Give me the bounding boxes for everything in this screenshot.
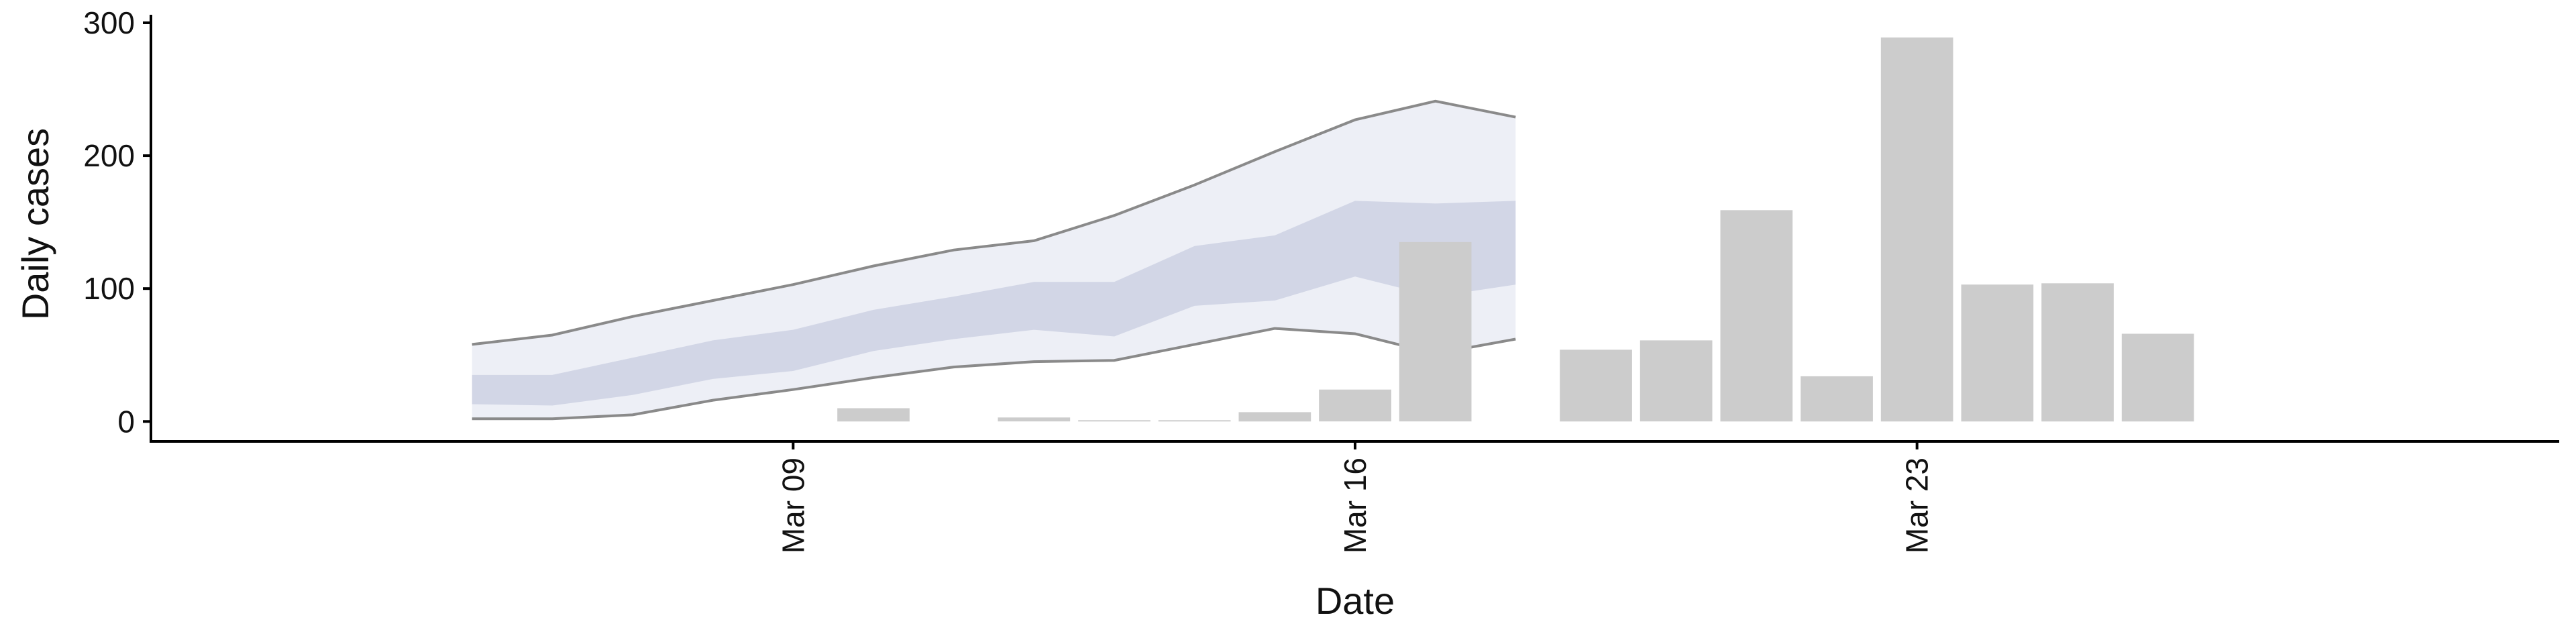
- bars: [837, 37, 2194, 422]
- y-axis-title: Daily cases: [14, 128, 56, 320]
- bar: [1560, 350, 1632, 422]
- bar: [1399, 241, 1472, 422]
- bar: [998, 417, 1071, 422]
- bar: [837, 408, 910, 422]
- axes: 0 100 200 300 Mar 09 Mar 16 Mar 23: [83, 5, 2559, 553]
- x-tick-label: Mar 16: [1338, 458, 1373, 553]
- forecast-lower-bound-line: [472, 327, 1516, 421]
- bar: [1720, 210, 1793, 422]
- y-tick-label: 0: [117, 404, 135, 439]
- x-axis-title: Date: [1316, 580, 1395, 622]
- y-tick-label: 200: [83, 138, 135, 173]
- bar: [1801, 376, 1873, 422]
- y-tick-label: 300: [83, 5, 135, 40]
- x-tick-label: Mar 09: [775, 458, 810, 553]
- forecast-bands: [472, 99, 1516, 421]
- bar: [2041, 283, 2114, 422]
- axis-labels: Date Daily cases: [14, 128, 1395, 622]
- bar: [1078, 420, 1150, 422]
- forecast-band-50: [472, 201, 1516, 406]
- bar: [1158, 420, 1231, 422]
- bar: [1640, 340, 1713, 422]
- bar: [1880, 37, 1953, 422]
- forecast-upper-bound-line: [472, 99, 1516, 346]
- y-tick-label: 100: [83, 271, 135, 306]
- bar: [1961, 284, 2034, 422]
- bar: [2121, 333, 2194, 422]
- x-tick-label: Mar 23: [1900, 458, 1935, 553]
- bar: [1319, 389, 1391, 422]
- bar: [1238, 412, 1311, 422]
